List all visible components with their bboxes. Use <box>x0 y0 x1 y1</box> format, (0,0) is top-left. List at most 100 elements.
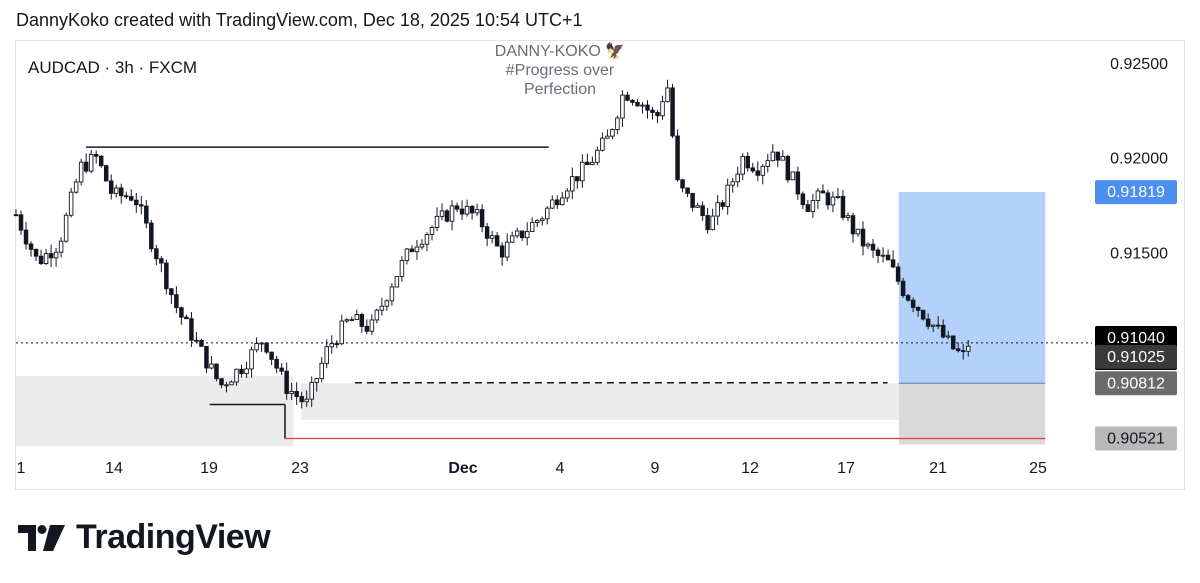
candle <box>434 207 440 232</box>
candle <box>103 164 109 182</box>
candle-body-up <box>580 161 585 182</box>
candle-body-up <box>815 190 821 201</box>
tradingview-logo[interactable]: TradingView <box>18 518 271 557</box>
candle <box>504 233 510 262</box>
candle-body-down <box>840 196 846 218</box>
candle-body-down <box>93 153 99 157</box>
candle <box>670 83 675 139</box>
candle <box>18 210 24 235</box>
candle <box>379 297 385 316</box>
candle <box>359 312 365 333</box>
candle <box>680 178 685 193</box>
candle <box>705 208 710 234</box>
candle-body-down <box>915 306 921 311</box>
candle-body-down <box>269 351 274 360</box>
candle <box>580 154 585 188</box>
candle-body-up <box>595 149 600 163</box>
candle <box>464 199 470 217</box>
symbol-label[interactable]: AUDCAD · 3h · FXCM <box>28 58 198 77</box>
candle <box>459 200 465 220</box>
candle-body-up <box>760 165 766 176</box>
candle-body-down <box>685 187 690 194</box>
candle <box>595 146 600 166</box>
candle <box>840 190 846 221</box>
candle-body-up <box>600 137 605 151</box>
candle <box>960 343 966 360</box>
candle-body-down <box>575 176 580 182</box>
candle-body-up <box>369 319 375 332</box>
candle-body-up <box>835 196 841 198</box>
candle-body-up <box>560 197 565 206</box>
candle-body-down <box>850 215 856 235</box>
candle-body-down <box>630 99 635 103</box>
candle-body-down <box>108 180 114 194</box>
candle-body-up <box>209 363 214 369</box>
candle-body-up <box>464 205 470 215</box>
candle <box>13 209 19 217</box>
candle <box>284 362 289 400</box>
candle <box>239 364 244 378</box>
candle-body-down <box>454 205 460 210</box>
candle <box>264 342 269 354</box>
candle <box>770 144 776 162</box>
candle <box>514 227 520 239</box>
candle-body-down <box>214 363 219 380</box>
candle-body-down <box>129 196 134 201</box>
candle <box>53 248 59 267</box>
candle-body-down <box>409 248 415 253</box>
candle-body-down <box>675 135 680 181</box>
candle-body-up <box>605 135 610 139</box>
candle-body-up <box>930 324 936 327</box>
chart-credit: DannyKoko created with TradingView.com, … <box>16 10 583 30</box>
candle-body-down <box>680 179 685 189</box>
candle <box>585 153 590 166</box>
candle-body-up <box>349 319 355 322</box>
candle <box>880 247 886 263</box>
candle <box>805 199 811 212</box>
candle-body-down <box>519 230 525 239</box>
candle <box>900 277 906 298</box>
candle-body-down <box>219 378 224 386</box>
candle <box>640 102 645 114</box>
candle-body-down <box>279 367 284 372</box>
candle <box>555 195 560 209</box>
candle <box>720 199 725 211</box>
price-badge-bg <box>1095 344 1177 369</box>
time-axis: 1 14 19 23 Dec 4 9 12 17 21 25 <box>17 460 1047 477</box>
candle <box>760 164 766 185</box>
zones-layer <box>16 192 1046 447</box>
time-tick-label: 4 <box>556 460 565 477</box>
price-badge-bg <box>1095 426 1177 451</box>
candle <box>83 153 89 174</box>
candle <box>319 357 324 383</box>
candle <box>179 306 184 325</box>
candle-body-down <box>48 253 54 259</box>
candle <box>925 313 931 330</box>
candle-body-up <box>590 161 595 166</box>
candle <box>93 150 99 164</box>
candle-body-up <box>254 343 259 351</box>
candle-body-up <box>545 207 550 220</box>
price-badge-target: 0.91819 <box>1095 180 1177 205</box>
candle-body-up <box>439 210 445 217</box>
candle <box>865 242 871 250</box>
candle-body-down <box>800 193 806 206</box>
candle <box>645 100 650 119</box>
candle-body-up <box>424 234 430 245</box>
candle <box>194 331 199 343</box>
candle-body-down <box>870 243 876 251</box>
candle <box>199 338 204 347</box>
candle <box>630 98 635 106</box>
candle-body-down <box>655 111 660 117</box>
candle-body-up <box>289 390 294 394</box>
candle-body-down <box>334 343 340 346</box>
candle <box>895 262 901 285</box>
candle-body-up <box>504 241 510 258</box>
candle <box>384 299 390 311</box>
candle <box>269 351 274 366</box>
candle <box>334 340 340 349</box>
candle <box>560 192 565 206</box>
tradingview-logo-icon <box>18 524 65 551</box>
candle <box>48 244 54 268</box>
